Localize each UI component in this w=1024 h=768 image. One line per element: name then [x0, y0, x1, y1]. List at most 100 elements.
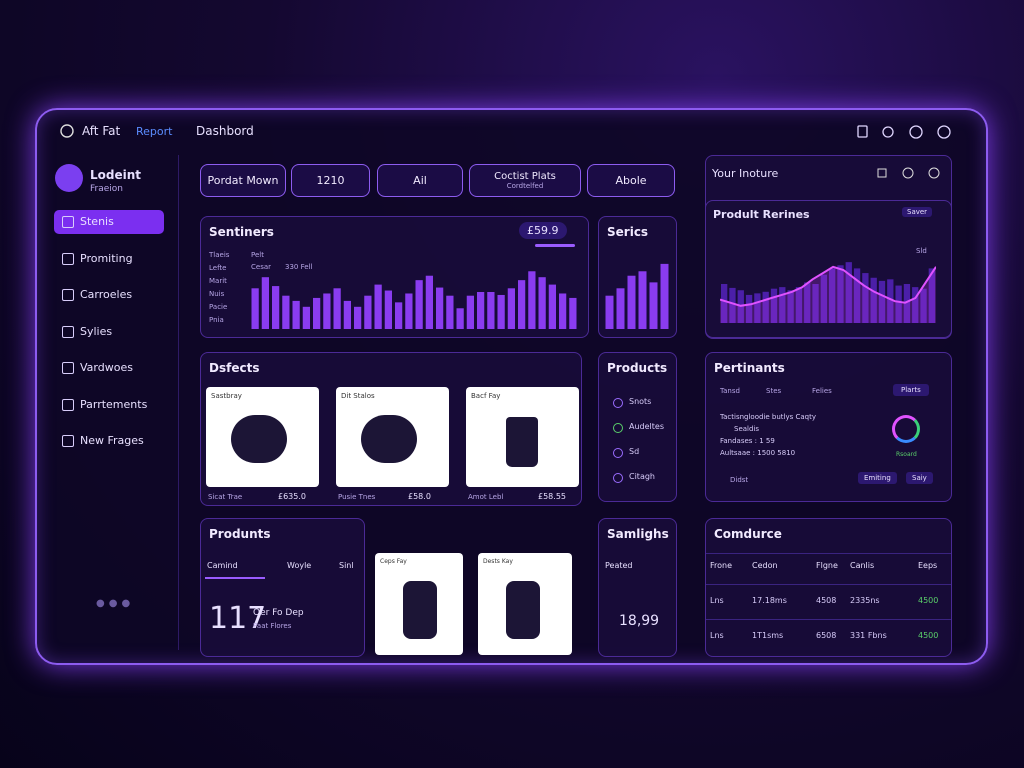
nav-item[interactable]: Parrtements [54, 393, 164, 417]
list-item[interactable]: Audeltes [629, 422, 664, 431]
toolbar-button[interactable]: Abole [587, 164, 675, 197]
product-card[interactable]: Bacf Fay [466, 387, 579, 487]
button-label: Abole [615, 174, 647, 187]
bar [853, 268, 861, 323]
comdurce-panel: Comdurce Frone Cedon Flgne Canlis Eeps Lns 17.1… [705, 518, 952, 657]
bar [721, 284, 728, 323]
filter-tab[interactable]: Felies [812, 387, 832, 395]
product-name: Amot Lebl [468, 493, 504, 501]
product-image [403, 581, 437, 639]
toolbar-button[interactable]: Pordat Mown [200, 164, 286, 197]
bar [323, 293, 331, 329]
list-item[interactable]: Sd [629, 447, 640, 456]
ring-label: Rsoard [896, 451, 917, 458]
product-card[interactable]: Dests Kay [478, 553, 572, 655]
panel-title: Comdurce [714, 527, 782, 541]
panel-title: Produnts [209, 527, 271, 541]
toolbar-button[interactable]: Ail [377, 164, 463, 197]
card-tag: Dests Kay [483, 558, 513, 565]
bar [795, 287, 803, 323]
bar [812, 284, 819, 323]
table-cell: 4500 [918, 596, 939, 605]
tab[interactable]: Camind [207, 561, 238, 570]
bar [837, 265, 844, 323]
table-cell: 1T1sms [752, 631, 784, 640]
value-caption: Oer Fo Dep [253, 608, 304, 618]
chart-title: Prodult Rerines [713, 208, 810, 221]
list-item[interactable]: Snots [629, 397, 652, 406]
nav-item[interactable]: Stenis [54, 210, 164, 234]
product-card[interactable]: Dit Stalos [336, 387, 449, 487]
card-tag: Bacf Fay [471, 392, 501, 400]
products-panel: Products Snots Audeltes Sd Citagh [598, 352, 677, 502]
nav-item[interactable]: Promiting [54, 247, 164, 271]
legend-text: Pelt [251, 251, 264, 259]
bar [762, 291, 769, 323]
list-icon [613, 473, 623, 483]
tab-underline [205, 577, 265, 579]
row-label: Pacie [209, 303, 228, 311]
filter-button[interactable]: Plarts [893, 384, 929, 396]
table-cell: 4508 [816, 596, 837, 605]
nav-icon [62, 289, 74, 301]
stat-value: 18,99 [619, 613, 660, 629]
table-rule [706, 584, 951, 585]
back-title[interactable]: Your Inoture [712, 167, 779, 180]
nav-item[interactable]: Carroeles [54, 283, 164, 307]
bar [845, 262, 852, 323]
bar [627, 275, 636, 329]
product-name: Pusie Tnes [338, 493, 376, 501]
nav-label: Stenis [80, 215, 114, 228]
tab[interactable]: Woyle [287, 561, 312, 570]
nav-item[interactable]: Vardwoes [54, 356, 164, 380]
tab[interactable]: Sinl [339, 561, 354, 570]
bar [354, 306, 362, 329]
action-button[interactable]: Emiting [858, 472, 897, 484]
chart-action[interactable]: Saver [902, 207, 933, 217]
detail-line: Aultsaae : 1500 5810 [720, 449, 796, 457]
wave-area [720, 266, 936, 323]
product-card[interactable]: Sastbray [206, 387, 319, 487]
bar [456, 308, 464, 329]
bar [870, 277, 877, 323]
filter-tab[interactable]: Stes [766, 387, 782, 395]
insight-icons [877, 167, 940, 179]
detail-link[interactable]: Didst [730, 476, 749, 484]
bar [384, 290, 392, 329]
bar [779, 287, 786, 323]
bar [903, 284, 911, 323]
pertinants-panel: Pertinants Tansd Stes Felies Plarts Tactisngl… [705, 352, 952, 502]
product-price: £635.0 [278, 492, 306, 501]
card-tag: Dit Stalos [341, 392, 375, 400]
bar [928, 268, 935, 323]
table-header: Flgne [816, 561, 838, 570]
panel-title: Products [607, 361, 668, 375]
nav-icon [62, 216, 74, 228]
bar-chart [721, 262, 935, 323]
bar [405, 293, 413, 329]
table-cell: 17.18ms [752, 596, 787, 605]
nav-item[interactable]: New Frages [54, 429, 164, 453]
stat-label: Peated [605, 561, 633, 570]
nav-item[interactable]: Sylies [54, 320, 164, 344]
action-button[interactable]: Saiy [906, 472, 933, 484]
nav-tab[interactable]: Report [136, 125, 173, 138]
bar [829, 268, 836, 323]
table-cell: 2335ns [850, 596, 880, 605]
list-item[interactable]: Citagh [629, 472, 655, 481]
toolbar-button[interactable]: 1210 [291, 164, 370, 197]
row-label: Tlaeis [209, 251, 230, 259]
panel-title: Serics [607, 225, 649, 239]
product-name: Sicat Trae [208, 493, 243, 501]
table-cell: Lns [710, 631, 724, 640]
table-rule [706, 553, 951, 554]
product-card[interactable]: Ceps Fay [375, 553, 463, 655]
toolbar-button[interactable]: Coctist Plats Cordtelfed [469, 164, 581, 197]
bar [820, 274, 827, 323]
filter-tab[interactable]: Tansd [720, 387, 740, 395]
button-label: Pordat Mown [207, 174, 279, 187]
bar [804, 282, 811, 323]
bar [272, 286, 280, 329]
value-sub: Paat Flores [253, 622, 292, 630]
